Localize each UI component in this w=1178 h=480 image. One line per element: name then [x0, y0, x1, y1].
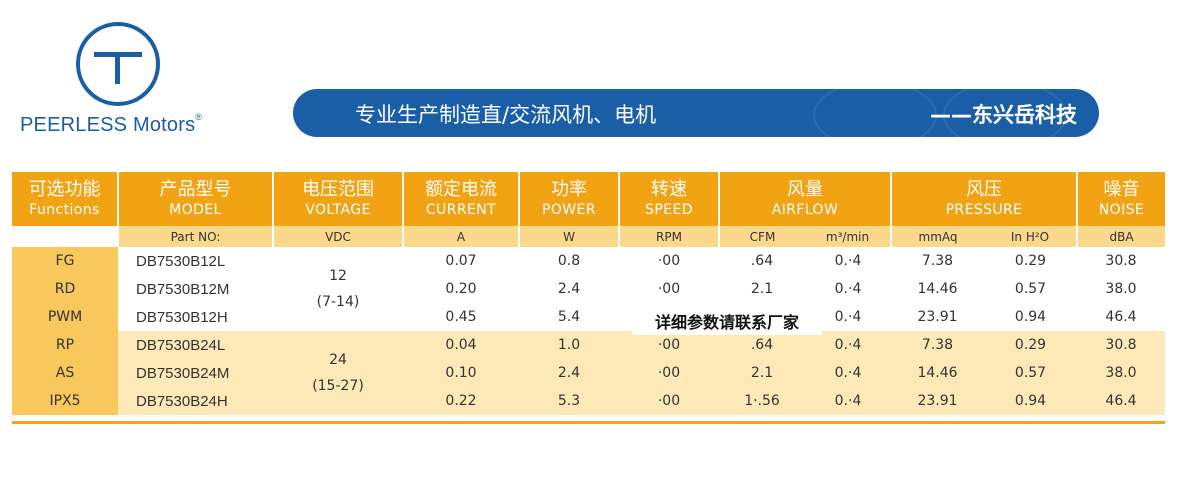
model-cell: DB7530B24L — [118, 331, 273, 359]
header-pressure: 风压 PRESSURE — [891, 172, 1078, 226]
power-cell: 5.4 — [519, 303, 619, 331]
pressure-cell: 7.38 0.29 — [891, 331, 1077, 359]
table-bottom-rule — [12, 421, 1165, 424]
slogan-banner: 专业生产制造直/交流风机、电机 ——东兴岳科技 — [293, 81, 1099, 149]
function-label: AS — [12, 359, 118, 387]
airflow-cell: .64 0.·4 — [719, 331, 891, 359]
noise-cell: 46.4 — [1077, 387, 1165, 415]
contact-manufacturer-note: 详细参数请联系厂家 — [632, 311, 822, 335]
unit-noise: dBA — [1077, 226, 1165, 247]
model-cell: DB7530B12H — [118, 303, 273, 331]
table-row: RP DB7530B24L 24 (15-27) 0.04 1.0·00.64 0.·4 7.… — [12, 331, 1165, 415]
pressure-cell: 14.46 0.57 — [891, 359, 1077, 387]
power-cell: 2.4 — [519, 275, 619, 303]
noise-cell: 30.8 — [1077, 247, 1165, 275]
table-header-row: 可选功能 Functions 产品型号 MODEL 电压范围 VOLTAGE 额定电流… — [12, 172, 1165, 226]
table-row: IPX5 DB7530B24H 0.22 5.3·00 1·.56 0.·4 23.91 0.… — [12, 387, 1165, 415]
current-cell: 0.20 — [403, 275, 519, 303]
function-label: FG — [12, 247, 118, 275]
banner-slogan: 专业生产制造直/交流风机、电机 — [355, 103, 657, 127]
logo-t-circle-icon — [76, 22, 160, 106]
header-noise: 噪音 NOISE — [1077, 172, 1165, 226]
table-row: RD DB7530B12M 0.20 2.4·00 2.1 0.·4 14.46 0.57 38… — [12, 275, 1165, 303]
header-voltage: 电压范围 VOLTAGE — [273, 172, 404, 226]
noise-cell: 30.8 — [1077, 331, 1165, 359]
model-cell: DB7530B24H — [118, 387, 273, 415]
noise-cell: 38.0 — [1077, 359, 1165, 387]
pressure-cell: 23.91 0.94 — [891, 303, 1077, 331]
airflow-cell: .64 0.·4 — [719, 247, 891, 275]
fan-spec-table: 可选功能 Functions 产品型号 MODEL 电压范围 VOLTAGE 额定电流… — [12, 172, 1165, 415]
pressure-cell: 7.38 0.29 — [891, 247, 1077, 275]
power-cell: 0.8 — [519, 247, 619, 275]
unit-airflow: CFM m³/min — [719, 226, 892, 247]
model-cell: DB7530B24M — [118, 359, 273, 387]
units-functions-blank — [12, 226, 119, 247]
voltage-cell: 12 (7-14) — [273, 247, 403, 331]
function-label: RD — [12, 275, 118, 303]
header-current: 额定电流 CURRENT — [403, 172, 520, 226]
speed-cell: ·00 — [619, 275, 719, 303]
unit-speed: RPM — [619, 226, 720, 247]
table-units-row: Part NO: VDC A W RPM CFM m³/min mmAq In H²… — [12, 226, 1165, 247]
table-row: FG DB7530B12L 12 (7-14) 0.07 0.8·00.64 0.·4 7.3… — [12, 247, 1165, 331]
speed-cell: ·00 — [619, 359, 719, 387]
model-cell: DB7530B12L — [118, 247, 273, 275]
header-speed: 转速 SPEED — [619, 172, 720, 226]
speed-cell: ·00 — [619, 387, 719, 415]
airflow-cell: 2.1 0.·4 — [719, 275, 891, 303]
header-functions: 可选功能 Functions — [12, 172, 119, 226]
current-cell: 0.07 — [403, 247, 519, 275]
current-cell: 0.22 — [403, 387, 519, 415]
power-cell: 2.4 — [519, 359, 619, 387]
function-label: RP — [12, 331, 118, 359]
pressure-cell: 14.46 0.57 — [891, 275, 1077, 303]
unit-pressure: mmAq In H²O — [891, 226, 1078, 247]
logo-brand-text: PEERLESS Motors® — [20, 112, 203, 136]
header-power: 功率 POWER — [519, 172, 620, 226]
power-cell: 5.3 — [519, 387, 619, 415]
model-cell: DB7530B12M — [118, 275, 273, 303]
power-cell: 1.0 — [519, 331, 619, 359]
current-cell: 0.10 — [403, 359, 519, 387]
unit-model: Part NO: — [118, 226, 274, 247]
company-logo: PEERLESS Motors® — [18, 22, 228, 142]
current-cell: 0.04 — [403, 331, 519, 359]
banner-company: ——东兴岳科技 — [930, 103, 1077, 127]
unit-voltage: VDC — [273, 226, 404, 247]
pressure-cell: 23.91 0.94 — [891, 387, 1077, 415]
voltage-cell: 24 (15-27) — [273, 331, 403, 415]
current-cell: 0.45 — [403, 303, 519, 331]
header-airflow: 风量 AIRFLOW — [719, 172, 892, 226]
unit-power: W — [519, 226, 620, 247]
header-model: 产品型号 MODEL — [118, 172, 274, 226]
noise-cell: 38.0 — [1077, 275, 1165, 303]
noise-cell: 46.4 — [1077, 303, 1165, 331]
function-label: IPX5 — [12, 387, 118, 415]
table-row: PWM DB7530B12H 0.45 5.4 0.·4 23.91 0.94 46.4 — [12, 303, 1165, 331]
table-row: AS DB7530B24M 0.10 2.4·00 2.1 0.·4 14.46 0.57 38… — [12, 359, 1165, 387]
function-label: PWM — [12, 303, 118, 331]
speed-cell: ·00 — [619, 331, 719, 359]
unit-current: A — [403, 226, 520, 247]
airflow-cell: 1·.56 0.·4 — [719, 387, 891, 415]
speed-cell: ·00 — [619, 247, 719, 275]
airflow-cell: 2.1 0.·4 — [719, 359, 891, 387]
